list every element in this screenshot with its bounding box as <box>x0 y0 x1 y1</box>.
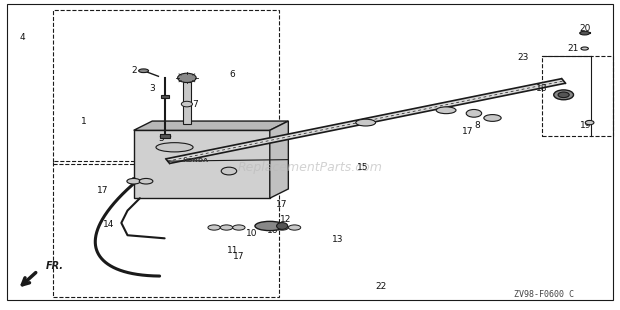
Ellipse shape <box>585 121 594 125</box>
Text: 8: 8 <box>474 121 480 130</box>
Ellipse shape <box>277 223 288 229</box>
Text: 4: 4 <box>20 33 25 42</box>
Ellipse shape <box>484 115 501 121</box>
Text: 23: 23 <box>518 53 529 62</box>
Text: ZV98-F0600 C: ZV98-F0600 C <box>514 290 574 299</box>
Text: 17: 17 <box>233 252 245 261</box>
Bar <box>134 130 270 198</box>
Text: 12: 12 <box>280 215 291 224</box>
Ellipse shape <box>177 73 196 82</box>
Text: 2: 2 <box>131 66 136 75</box>
FancyBboxPatch shape <box>183 82 190 124</box>
Ellipse shape <box>436 107 456 114</box>
Polygon shape <box>270 121 288 198</box>
Ellipse shape <box>581 47 588 50</box>
Text: 17: 17 <box>97 186 108 195</box>
Ellipse shape <box>208 225 220 230</box>
Text: FR.: FR. <box>46 261 64 271</box>
Ellipse shape <box>221 167 237 175</box>
Ellipse shape <box>554 90 574 100</box>
Text: 14: 14 <box>104 220 115 229</box>
Bar <box>53 10 279 164</box>
Text: 6: 6 <box>230 70 236 79</box>
Text: 16: 16 <box>267 226 278 235</box>
Text: 17: 17 <box>277 200 288 209</box>
Text: 9: 9 <box>131 177 136 186</box>
Ellipse shape <box>466 109 482 117</box>
Polygon shape <box>166 79 565 163</box>
Ellipse shape <box>156 143 193 152</box>
Text: 11: 11 <box>227 246 239 255</box>
Ellipse shape <box>356 119 376 126</box>
Ellipse shape <box>288 225 301 230</box>
Text: 15: 15 <box>357 163 368 172</box>
Ellipse shape <box>232 225 245 230</box>
Bar <box>161 95 169 98</box>
Ellipse shape <box>140 179 153 184</box>
Text: 21: 21 <box>567 44 578 53</box>
Text: 10: 10 <box>246 229 257 238</box>
Text: 1: 1 <box>81 117 87 126</box>
Ellipse shape <box>139 69 149 73</box>
Text: 18: 18 <box>536 84 547 93</box>
Text: 20: 20 <box>580 24 591 33</box>
Ellipse shape <box>220 225 232 230</box>
Ellipse shape <box>580 31 590 35</box>
Text: 17: 17 <box>462 127 474 136</box>
Ellipse shape <box>276 225 288 230</box>
Text: ReplacementParts.com: ReplacementParts.com <box>237 161 383 174</box>
Text: HONDA: HONDA <box>182 158 208 163</box>
Ellipse shape <box>264 225 276 230</box>
Bar <box>53 161 279 297</box>
Bar <box>161 134 170 138</box>
Text: 5: 5 <box>159 134 164 143</box>
Polygon shape <box>134 121 288 130</box>
Ellipse shape <box>558 92 569 98</box>
Ellipse shape <box>127 179 141 184</box>
Bar <box>542 56 613 136</box>
Text: 19: 19 <box>580 121 591 130</box>
Ellipse shape <box>255 221 285 231</box>
Text: 13: 13 <box>332 235 343 244</box>
Text: 22: 22 <box>376 282 387 291</box>
Text: 3: 3 <box>149 84 155 93</box>
Ellipse shape <box>181 101 192 107</box>
Text: 7: 7 <box>193 100 198 108</box>
